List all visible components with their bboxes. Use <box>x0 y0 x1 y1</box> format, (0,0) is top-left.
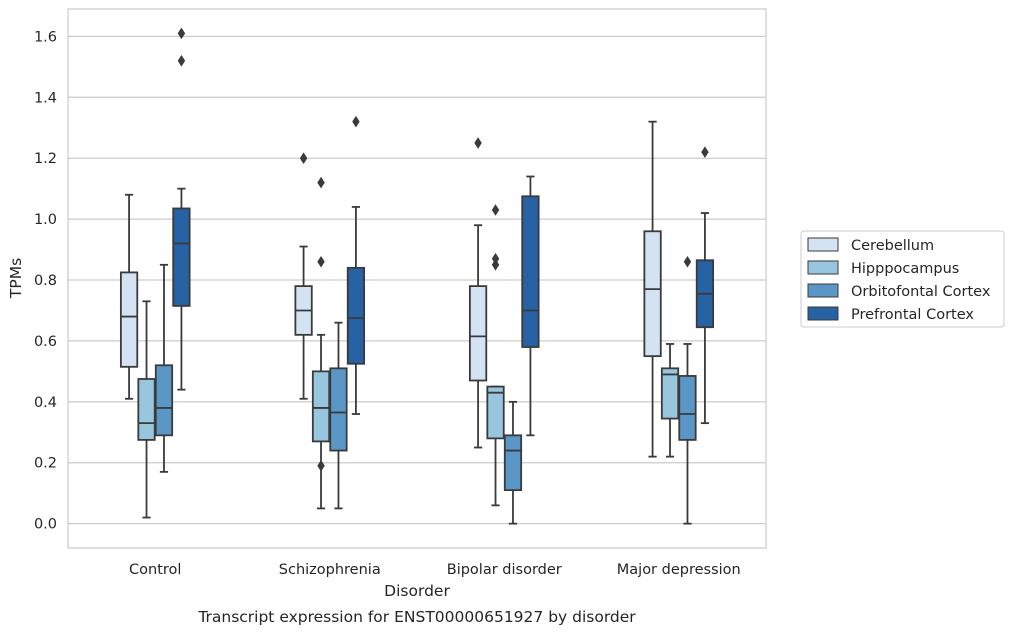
outlier-point <box>299 152 308 165</box>
box-group <box>172 27 191 391</box>
legend-swatch <box>807 237 839 252</box>
outlier-point <box>317 255 325 268</box>
box-group <box>154 263 174 473</box>
box <box>521 195 540 348</box>
box <box>311 370 331 443</box>
outlier-point <box>683 255 692 268</box>
box <box>137 378 156 441</box>
y-tick-labels: 0.0 0.2 0.4 0.6 0.8 1.0 1.2 1.4 1.6 <box>34 29 57 532</box>
chart-caption: Transcript expression for ENST0000065192… <box>197 608 636 626</box>
box <box>678 375 697 441</box>
legend-label: Orbitofontal Cortex <box>851 284 991 300</box>
box-group <box>503 400 523 525</box>
legend-frame <box>800 230 1005 328</box>
outlier-point <box>177 27 186 40</box>
box-group <box>695 146 715 425</box>
outlier-point <box>317 176 325 189</box>
box <box>468 285 488 382</box>
y-tick-label: 0.6 <box>34 334 57 350</box>
box-group <box>678 255 697 525</box>
outlier-point <box>474 137 482 149</box>
box <box>329 367 348 452</box>
legend: Cerebellum Hipppocampus Orbitofontal Corte… <box>800 230 1005 328</box>
outlier-point <box>701 146 709 158</box>
y-tick-label: 0.8 <box>34 273 57 289</box>
box <box>119 271 139 368</box>
box <box>643 230 662 358</box>
box-group <box>119 193 139 400</box>
box <box>154 364 174 437</box>
box <box>660 367 680 420</box>
legend-label: Prefrontal Cortex <box>851 307 974 323</box>
box <box>172 207 191 307</box>
x-tick-label: Bipolar disorder <box>447 562 562 578</box>
box-layer <box>119 27 715 525</box>
box-group <box>643 120 662 458</box>
outlier-point <box>491 252 500 265</box>
y-tick-label: 1.4 <box>34 90 57 106</box>
x-tick-label: Major depression <box>617 562 741 578</box>
x-tick-label: Control <box>129 562 181 578</box>
y-tick-label: 0.0 <box>34 517 57 533</box>
box-group <box>311 176 331 510</box>
box-group <box>346 115 366 415</box>
y-tick-label: 0.2 <box>34 456 57 472</box>
box <box>346 266 366 365</box>
outlier-point <box>491 204 500 216</box>
box-group <box>521 175 540 437</box>
outlier-point <box>491 258 500 271</box>
box <box>486 385 505 440</box>
outlier-point <box>352 115 360 128</box>
y-tick-label: 1.0 <box>34 212 57 228</box>
y-tick-label: 0.4 <box>34 395 57 411</box>
outlier-point <box>317 459 325 472</box>
y-tick-label: 1.2 <box>34 151 57 167</box>
legend-swatch <box>807 283 839 298</box>
box-group <box>294 152 313 400</box>
outlier-point <box>177 54 186 67</box>
box-group <box>468 137 488 449</box>
x-tick-label: Schizophrenia <box>279 562 381 578</box>
legend-items: Cerebellum Hipppocampus Orbitofontal Corte… <box>807 237 991 323</box>
legend-label: Cerebellum <box>851 238 934 254</box>
plot-frame <box>67 8 767 549</box>
box-group <box>486 204 505 507</box>
box-group <box>329 321 348 510</box>
box <box>503 434 523 492</box>
legend-label: Hipppocampus <box>851 261 959 277</box>
y-axis-label: TPMs <box>7 258 25 299</box>
legend-swatch <box>807 306 839 321</box>
x-axis-label: Disorder <box>384 582 450 600</box>
box-group <box>660 343 680 458</box>
y-tick-label: 1.6 <box>34 29 57 45</box>
box-group <box>137 300 156 519</box>
x-tick-labels: Control Schizophrenia Bipolar disorder Majo… <box>129 562 741 578</box>
legend-swatch <box>807 260 839 275</box>
